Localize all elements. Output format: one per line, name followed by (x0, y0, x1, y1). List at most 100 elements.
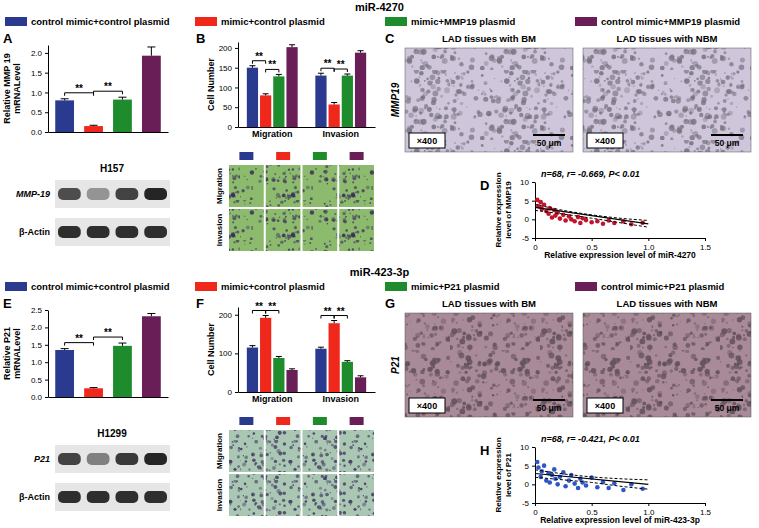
tick-mark (532, 219, 535, 220)
tick: 0.5 (31, 376, 48, 385)
tick: 2.5 (31, 306, 48, 315)
tick-mark (235, 107, 238, 108)
tick-mark (705, 503, 706, 506)
transwell-image (266, 165, 301, 207)
row-label: P21 (390, 356, 401, 374)
micrograph (405, 313, 573, 417)
transwell-image (339, 209, 374, 251)
legend-label: control mimic+control plasmid (31, 16, 170, 27)
panel-label: H (480, 443, 489, 458)
blot-band (58, 188, 81, 200)
bar (315, 76, 326, 127)
tick: 0 (533, 238, 538, 252)
blot-band (58, 453, 81, 465)
tick-label: -5 (522, 234, 530, 243)
x-axis-title: Relative expression level of miR-4270 (544, 250, 696, 260)
tick-mark (45, 53, 48, 54)
scale-bar-label: 50 μm (537, 403, 562, 413)
panel-label: G (385, 296, 395, 311)
bar (286, 370, 297, 392)
transwell-image (229, 209, 264, 251)
error-bar (276, 356, 282, 358)
tick-label: 1.0 (31, 89, 43, 98)
significance: ******** (252, 51, 347, 73)
image-key (239, 152, 253, 160)
tick: 0 (228, 388, 238, 397)
image-key (239, 417, 253, 425)
tick: Migration (252, 127, 293, 139)
blot-band (58, 491, 81, 503)
fit-line (535, 207, 648, 223)
bar (342, 76, 353, 127)
transwell-image (303, 430, 338, 472)
image-row-label: Migration (215, 168, 224, 204)
error-bar (61, 349, 69, 350)
blot-band (87, 188, 110, 200)
y-axis: 0.00.51.01.52.0 (31, 46, 49, 138)
bar (273, 358, 284, 392)
bar (84, 126, 103, 132)
point (561, 213, 566, 218)
transwell-image (229, 165, 264, 207)
tick-label: 0 (228, 123, 233, 132)
transwell-image (266, 474, 301, 516)
image-title: LAD tissues with BM (442, 33, 536, 44)
tick: Migration (252, 392, 293, 404)
blot-band (144, 226, 167, 238)
tick: 1.0 (31, 358, 48, 367)
tick-label: 10 (520, 443, 529, 452)
tick-label: 100 (219, 349, 233, 358)
legend: control mimic+control plasmidmimic+contr… (5, 281, 724, 292)
tick-label: 1.0 (31, 358, 43, 367)
tick: 1.5 (700, 238, 712, 252)
legend-swatch (195, 17, 217, 26)
legend-label: control mimic+P21 plasmid (601, 281, 724, 292)
error-bar (289, 369, 295, 370)
bar (260, 318, 271, 392)
error-bar (249, 66, 255, 68)
error-bar (289, 45, 295, 47)
plot-marks (247, 316, 366, 393)
tick: 0.0 (31, 393, 48, 402)
bar (142, 56, 161, 132)
tick-mark (45, 73, 48, 74)
tick-label: 0.0 (31, 128, 43, 137)
tick: 100 (219, 349, 238, 358)
panel-label: D (480, 178, 489, 193)
plot-marks (55, 47, 161, 132)
error-bar (61, 99, 69, 101)
magnification: ×400 (595, 136, 615, 146)
bar (286, 47, 297, 127)
section-title: miR-4270 (355, 1, 404, 13)
bar (355, 53, 366, 127)
axis-line (49, 132, 169, 133)
tick-mark (705, 238, 706, 241)
point (547, 480, 552, 485)
significance-label: ** (324, 306, 332, 317)
tick-mark (532, 238, 535, 239)
bar (329, 323, 340, 392)
tick-label: Invasion (322, 394, 359, 404)
bar (315, 349, 326, 392)
significance-label: ** (268, 59, 276, 70)
significance-label: ** (337, 306, 345, 317)
image-title: LAD tissues with NBM (617, 33, 718, 44)
tick-label: 2.0 (31, 49, 43, 58)
y-axis: -50510 (520, 178, 535, 243)
tick: 50 (223, 103, 238, 112)
significance-label: ** (255, 301, 263, 312)
tick-label: Migration (252, 129, 293, 139)
transwell-image (303, 209, 338, 251)
legend-label: mimic+control plasmid (221, 281, 325, 292)
image-key (276, 417, 290, 425)
magnification: ×400 (595, 401, 615, 411)
tick-label: 150 (219, 64, 233, 73)
plot-marks (535, 198, 648, 228)
bar (329, 104, 340, 127)
y-axis-title: Cell Number (206, 322, 216, 376)
panel-label: B (196, 31, 205, 46)
panel-label: F (196, 296, 204, 311)
error-bar (344, 361, 350, 362)
blot-band (58, 226, 81, 238)
image-key (313, 152, 327, 160)
